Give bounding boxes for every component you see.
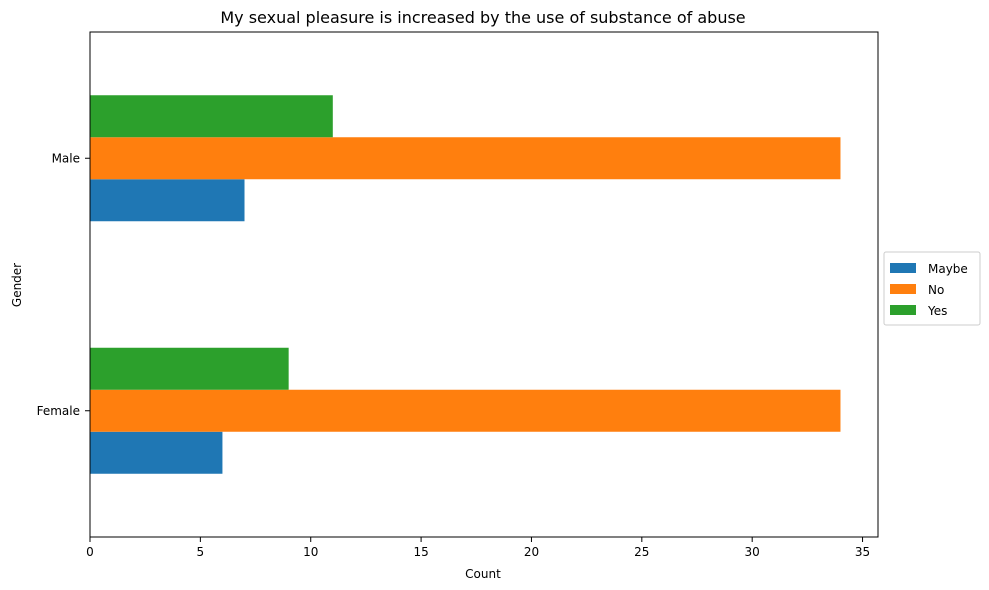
- legend-swatch-no: [890, 284, 916, 294]
- x-tick-label: 15: [413, 545, 428, 559]
- bar-no-male: [90, 137, 841, 180]
- bar-no-female: [90, 389, 841, 432]
- bar-maybe-male: [90, 179, 245, 222]
- x-tick-label: 10: [303, 545, 318, 559]
- bar-maybe-female: [90, 431, 223, 474]
- legend-label-yes: Yes: [927, 304, 947, 318]
- legend-label-no: No: [928, 283, 944, 297]
- x-tick-label: 0: [86, 545, 94, 559]
- bar-yes-male: [90, 95, 333, 138]
- y-tick-label: Male: [52, 151, 80, 165]
- plot-area-frame: [89, 31, 879, 538]
- x-axis: 0 5 10 15 20 25 30 35: [86, 537, 870, 559]
- x-tick-label: 20: [524, 545, 539, 559]
- x-axis-label: Count: [465, 567, 501, 581]
- x-tick-label: 35: [855, 545, 870, 559]
- bar-yes-female: [90, 347, 289, 390]
- legend-label-maybe: Maybe: [928, 262, 968, 276]
- x-tick-label: 5: [197, 545, 205, 559]
- legend: Maybe No Yes: [883, 251, 981, 326]
- y-axis: Female Male: [37, 151, 90, 418]
- chart-title: My sexual pleasure is increased by the u…: [220, 8, 745, 27]
- legend-swatch-yes: [890, 305, 916, 315]
- x-tick-label: 25: [634, 545, 649, 559]
- bars-group: [90, 95, 841, 474]
- x-tick-label: 30: [745, 545, 760, 559]
- y-axis-label: Gender: [10, 263, 24, 307]
- legend-swatch-maybe: [890, 263, 916, 273]
- y-tick-label: Female: [37, 404, 80, 418]
